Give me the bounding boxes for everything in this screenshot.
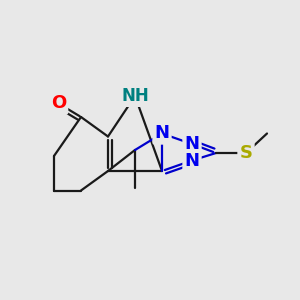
Text: N: N <box>184 135 200 153</box>
Text: N: N <box>154 124 169 142</box>
Text: N: N <box>184 152 200 169</box>
Text: O: O <box>51 94 66 112</box>
Text: S: S <box>239 144 253 162</box>
Text: NH: NH <box>121 87 149 105</box>
